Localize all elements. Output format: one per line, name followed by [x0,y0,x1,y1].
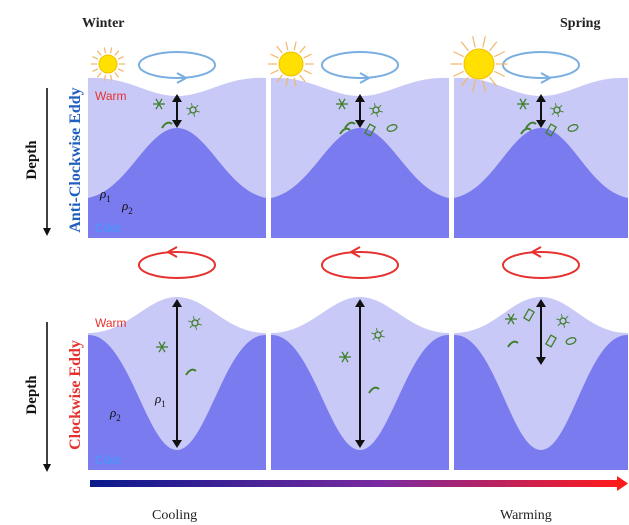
rho1-label: ρ1 [99,186,111,204]
panel-top-2 [268,41,449,239]
sun-icon-3 [450,36,508,92]
cooling-label: Cooling [152,508,197,523]
eddy-rotation-loop-top-1 [138,51,216,84]
phytoplankton-icon [545,334,557,348]
phytoplankton-icon [567,124,579,132]
panel-top-1: Warm Cold ρ1 ρ2 [88,47,266,239]
eddy-label-top-word2: Eddy [67,87,84,123]
eddy-label-bottom-word2: Eddy [67,340,84,376]
mixed-layer-arrow-top-3 [536,94,546,128]
season-label-spring: Spring [560,16,600,31]
dense-water-layer [454,128,628,238]
warm-label-top: Warm [95,89,127,103]
warm-label-bottom: Warm [95,316,127,330]
gradient-arrow-head [617,476,628,491]
panel-grid: Warm Cold ρ1 ρ2 Warm Cold ρ1 ρ2 [88,36,628,470]
eddy-label-bottom-word1: Clockwise [67,381,84,450]
eddy-rotation-loop-top-3 [502,51,580,84]
dense-water-layer [271,334,449,470]
phytoplankton-icon [565,337,577,345]
phytoplankton-icon [188,316,202,330]
phytoplankton-icon [550,103,564,117]
phytoplankton-icon [505,313,517,325]
eddy-label-top: Anti-Clockwise Eddy [67,87,84,232]
rho1-label: ρ1 [154,391,166,409]
phytoplankton-icon [364,123,376,137]
dense-water-layer [454,334,628,470]
mixed-layer-arrow-top-2 [355,94,365,128]
dense-water-layer [88,128,266,238]
panel-top-3 [450,36,628,239]
dense-water-layer [271,128,449,238]
phytoplankton-icon [153,98,165,110]
phytoplankton-icon [339,127,351,135]
phytoplankton-icon [523,308,535,322]
eddy-label-bottom: Clockwise Eddy [67,340,84,450]
rho2-label: ρ2 [121,198,133,216]
phytoplankton-icon [520,127,532,135]
warming-label: Warming [500,508,552,523]
season-label-winter: Winter [82,16,125,31]
mixed-layer-arrow-top-1 [172,94,182,128]
cold-label-bottom: Cold [95,453,120,467]
panel-bottom-3 [454,246,628,470]
phytoplankton-icon [185,368,197,376]
temperature-gradient-bar [90,480,620,487]
phytoplankton-icon [339,351,351,363]
cold-label-top: Cold [95,221,120,235]
panel-bottom-2 [271,246,449,470]
phytoplankton-icon [507,340,519,348]
phytoplankton-icon [161,121,173,129]
phytoplankton-icon [545,123,557,137]
eddy-label-top-word1: Anti-Clockwise [67,128,84,233]
sun-icon-2 [268,41,314,87]
eddy-rotation-loop-top-2 [321,51,399,84]
phytoplankton-icon [369,103,383,117]
phytoplankton-icon [156,341,168,353]
depth-label-top: Depth [24,140,40,180]
phytoplankton-icon [344,121,356,129]
rho2-label: ρ2 [109,405,121,423]
phytoplankton-icon [368,386,380,394]
eddy-rotation-loop-bottom-2 [321,246,399,279]
phytoplankton-icon [525,121,537,129]
phytoplankton-icon [371,328,385,342]
dense-water-layer [88,334,266,470]
depth-label-bottom: Depth [24,375,40,415]
phytoplankton-icon [517,98,529,110]
eddy-rotation-loop-bottom-1 [138,246,216,279]
panel-bottom-1: Warm Cold ρ1 ρ2 [88,246,266,470]
eddy-rotation-loop-bottom-3 [502,246,580,279]
mixed-layer-arrow-bottom-3 [536,299,546,365]
phytoplankton-icon [336,98,348,110]
phytoplankton-icon [186,103,200,117]
phytoplankton-icon [386,124,398,132]
mixed-layer-arrow-bottom-1 [172,299,182,448]
phytoplankton-icon [556,314,570,328]
mixed-layer-arrow-bottom-2 [355,299,365,448]
sun-icon-1 [90,47,126,81]
